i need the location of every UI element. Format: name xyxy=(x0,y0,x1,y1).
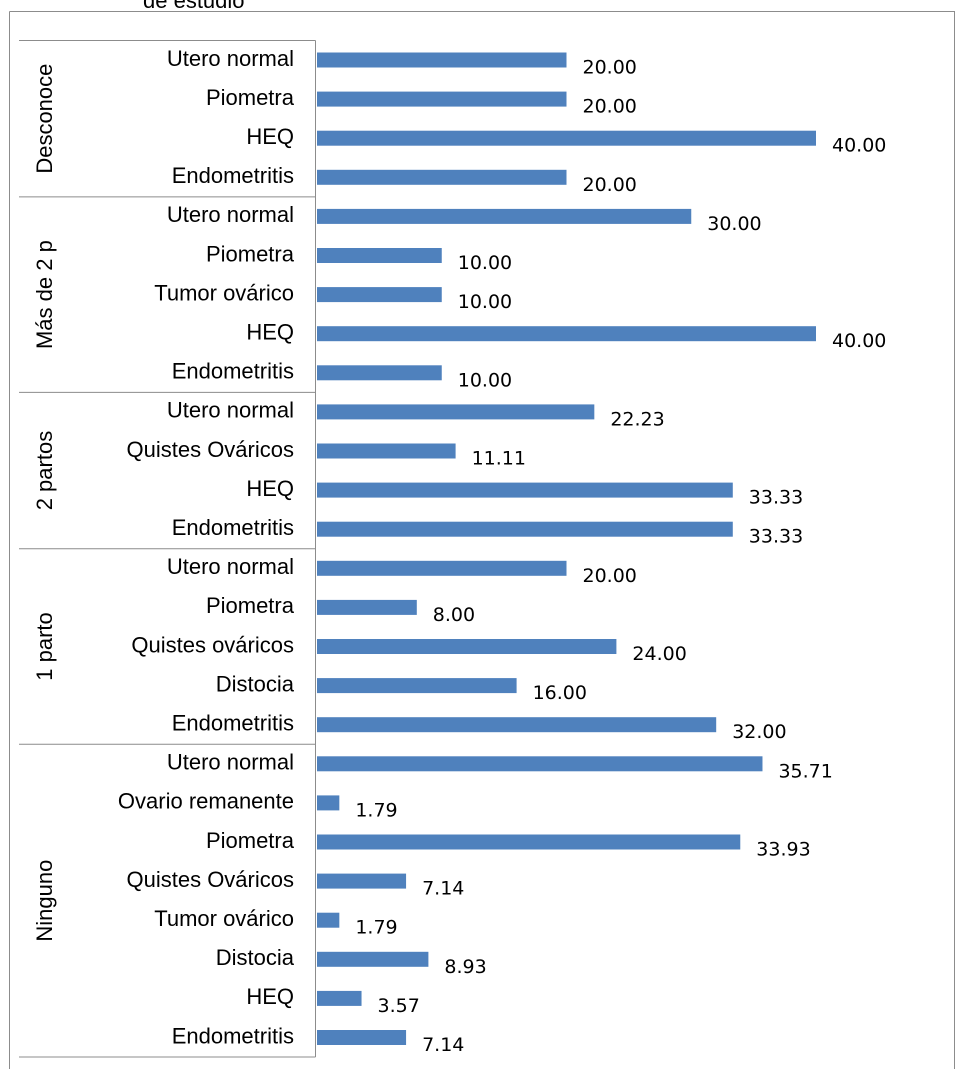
bar xyxy=(317,443,456,459)
group-label: Más de 2 p xyxy=(32,240,57,349)
category-label: Quistes ováricos xyxy=(131,632,294,657)
group-label: Ninguno xyxy=(32,860,57,942)
category-label: Tumor ovárico xyxy=(154,280,294,305)
category-label: Utero normal xyxy=(167,46,294,71)
data-label: 33.93 xyxy=(756,839,810,861)
category-label: Utero normal xyxy=(167,750,294,775)
group-label: Desconoce xyxy=(32,64,57,174)
bar xyxy=(317,1030,407,1045)
bar xyxy=(317,326,816,342)
category-label: Ovario remanente xyxy=(118,789,294,814)
data-label: 10.00 xyxy=(458,369,512,391)
category-label: Tumor ovárico xyxy=(154,906,294,931)
bar xyxy=(317,521,733,537)
group-label: 1 parto xyxy=(32,612,57,681)
bar xyxy=(317,990,362,1006)
category-label: Endometritis xyxy=(172,1023,294,1048)
data-label: 8.00 xyxy=(433,604,475,626)
category-label: Piometra xyxy=(206,85,295,110)
category-label: Quistes Ováricos xyxy=(127,867,295,892)
category-label: Utero normal xyxy=(167,202,294,227)
data-label: 7.14 xyxy=(422,1034,464,1056)
category-label: HEQ xyxy=(246,984,294,1009)
category-label: Quistes Ováricos xyxy=(127,437,295,462)
bar xyxy=(317,912,340,928)
category-label: HEQ xyxy=(246,320,294,345)
bar xyxy=(317,169,567,185)
category-label: Endometritis xyxy=(172,163,294,188)
data-label: 20.00 xyxy=(583,174,637,196)
data-label: 8.93 xyxy=(444,956,486,978)
bar xyxy=(317,365,442,381)
category-label: Piometra xyxy=(206,828,295,853)
data-label: 20.00 xyxy=(583,96,637,118)
bar xyxy=(317,599,417,615)
bar xyxy=(317,834,741,850)
data-label: 30.00 xyxy=(707,213,761,235)
bar xyxy=(317,951,429,967)
category-label: Endometritis xyxy=(172,515,294,540)
bar xyxy=(317,208,692,224)
bar xyxy=(317,130,816,146)
data-label: 24.00 xyxy=(632,643,686,665)
data-label: 33.33 xyxy=(749,487,803,509)
bar xyxy=(317,717,717,733)
category-label: Utero normal xyxy=(167,398,294,423)
bar xyxy=(317,482,733,498)
data-label: 40.00 xyxy=(832,135,886,157)
data-label: 35.71 xyxy=(778,760,832,782)
data-label: 10.00 xyxy=(458,291,512,313)
data-label: 32.00 xyxy=(732,721,786,743)
data-label: 20.00 xyxy=(583,57,637,79)
data-label: 7.14 xyxy=(422,878,464,900)
group-label: 2 partos xyxy=(32,431,57,511)
bar xyxy=(317,404,595,420)
data-label: 1.79 xyxy=(355,917,397,939)
category-label: Distocia xyxy=(216,671,295,696)
data-label: 1.79 xyxy=(355,799,397,821)
bar xyxy=(317,91,567,107)
bar xyxy=(317,678,517,694)
category-label: Distocia xyxy=(216,945,295,970)
data-label: 33.33 xyxy=(749,526,803,548)
data-label: 40.00 xyxy=(832,330,886,352)
bar xyxy=(317,287,442,303)
category-label: Endometritis xyxy=(172,711,294,736)
bar xyxy=(317,52,567,68)
category-label: Piometra xyxy=(206,241,295,266)
bar xyxy=(317,560,567,576)
category-label: HEQ xyxy=(246,124,294,149)
category-label: Utero normal xyxy=(167,554,294,579)
category-label: Piometra xyxy=(206,593,295,618)
data-label: 16.00 xyxy=(533,682,587,704)
data-label: 3.57 xyxy=(378,995,420,1017)
bar xyxy=(317,795,340,811)
data-label: 22.23 xyxy=(610,408,664,430)
bar xyxy=(317,248,442,263)
bar xyxy=(317,639,617,654)
data-label: 10.00 xyxy=(458,252,512,274)
bar xyxy=(317,756,763,772)
data-label: 11.11 xyxy=(472,448,526,470)
chart-title-fragment: de estudio xyxy=(143,0,245,13)
bar xyxy=(317,873,407,889)
data-label: 20.00 xyxy=(583,565,637,587)
category-label: Endometritis xyxy=(172,359,294,384)
category-label: HEQ xyxy=(246,476,294,501)
